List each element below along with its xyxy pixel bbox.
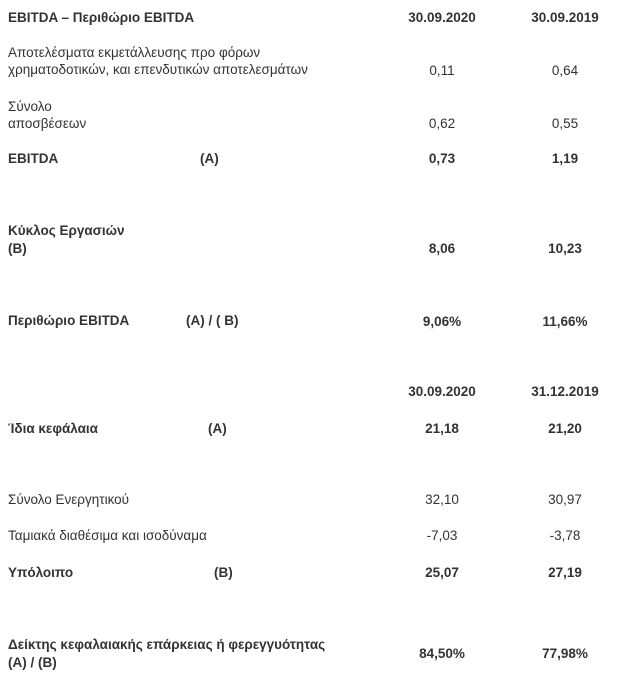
ebitda-margin-value-2019: 11,66% bbox=[542, 314, 588, 329]
turnover-value-2020: 8,06 bbox=[428, 241, 456, 256]
depreciation-value-2019: 0,55 bbox=[551, 116, 579, 131]
depreciation-label-line1: Σύνολο bbox=[8, 99, 52, 114]
ebitda-margin-marker: (A) / ( B) bbox=[186, 313, 239, 328]
table1-col1-header: 30.09.2020 bbox=[408, 10, 476, 25]
ebitda-value-2019: 1,19 bbox=[551, 151, 579, 166]
depreciation-value-2020: 0,62 bbox=[428, 116, 456, 131]
ebitda-value-2020: 0,73 bbox=[428, 151, 456, 166]
cash-label: Ταμιακά διαθέσιμα και ισοδύναμα bbox=[8, 528, 207, 543]
ebitda-margin-value-2020: 9,06% bbox=[422, 314, 462, 329]
capital-adequacy-label-line2: (A) / (B) bbox=[8, 655, 57, 670]
turnover-value-2019: 10,23 bbox=[548, 241, 582, 256]
cash-value-2020: -7,03 bbox=[426, 528, 458, 543]
operating-results-value-2020: 0,11 bbox=[429, 63, 455, 78]
operating-results-label-line2: χρηματοδοτικών, και επενδυτικών αποτελεσ… bbox=[8, 62, 308, 77]
balance-value-2019: 27,19 bbox=[548, 565, 582, 580]
total-assets-label: Σύνολο Ενεργητικού bbox=[8, 492, 130, 507]
balance-marker: (B) bbox=[214, 565, 233, 580]
balance-label: Υπόλοιπο bbox=[8, 565, 74, 580]
operating-results-value-2019: 0,64 bbox=[551, 63, 579, 78]
table2-col2-header: 31.12.2019 bbox=[531, 384, 599, 399]
cash-value-2019: -3,78 bbox=[549, 528, 581, 543]
capital-adequacy-value-2019: 77,98% bbox=[542, 646, 588, 661]
ebitda-label: EBITDA bbox=[8, 151, 59, 166]
operating-results-label-line1: Αποτελέσματα εκμετάλλευσης προ φόρων bbox=[8, 45, 261, 60]
ebitda-marker: (A) bbox=[200, 151, 219, 166]
table1-col2-header: 30.09.2019 bbox=[531, 10, 599, 25]
ebitda-margin-label: Περιθώριο EBITDA bbox=[8, 313, 130, 328]
equity-value-2020: 21,18 bbox=[425, 421, 459, 436]
equity-value-2019: 21,20 bbox=[548, 421, 582, 436]
equity-label: Ίδια κεφάλαια bbox=[8, 421, 98, 436]
table2-col1-header: 30.09.2020 bbox=[408, 384, 476, 399]
turnover-label-line1: Κύκλος Εργασιών bbox=[8, 223, 125, 238]
balance-value-2020: 25,07 bbox=[425, 565, 459, 580]
equity-marker: (A) bbox=[208, 421, 227, 436]
total-assets-value-2019: 30,97 bbox=[548, 492, 582, 507]
turnover-label-line2: (B) bbox=[8, 241, 27, 256]
table1-title: EBITDA – Περιθώριο EBITDA bbox=[8, 10, 195, 25]
capital-adequacy-value-2020: 84,50% bbox=[419, 646, 465, 661]
total-assets-value-2020: 32,10 bbox=[425, 492, 459, 507]
capital-adequacy-label-line1: Δείκτης κεφαλαιακής επάρκειας ή φερεγγυό… bbox=[8, 637, 326, 652]
depreciation-label-line2: αποσβέσεων bbox=[8, 116, 87, 131]
